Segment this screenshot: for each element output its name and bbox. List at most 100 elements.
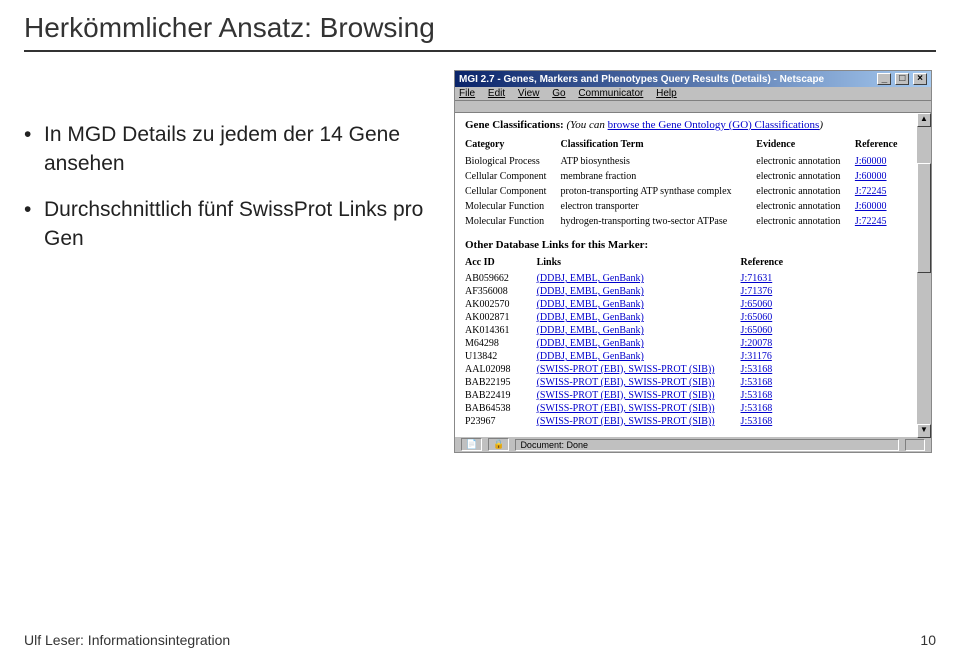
scroll-up-button[interactable]: ▲ [917,113,931,127]
browser-window: MGI 2.7 - Genes, Markers and Phenotypes … [454,70,932,453]
window-title: MGI 2.7 - Genes, Markers and Phenotypes … [459,74,824,85]
acc-id: BAB64538 [465,402,537,415]
menu-go[interactable]: Go [552,88,565,99]
menu-help[interactable]: Help [656,88,677,99]
reference-link[interactable]: J:72245 [855,216,887,227]
go-term: proton-transporting ATP synthase complex [561,184,757,199]
menu-file[interactable]: File [459,88,475,99]
table-row: Cellular Componentmembrane fractionelect… [465,169,907,184]
acc-id: AK014361 [465,324,537,337]
link-reference: J:53168 [741,376,810,389]
link-reference: J:65060 [741,324,810,337]
table-row: BAB64538(SWISS-PROT (EBI), SWISS-PROT (S… [465,402,809,415]
db-links-table: Acc ID Links Reference AB059662(DDBJ, EM… [465,255,809,428]
reference-link[interactable]: J:65060 [741,299,773,310]
footer-left: Ulf Leser: Informationsintegration [24,632,230,648]
db-link[interactable]: (SWISS-PROT (EBI), SWISS-PROT (SIB)) [537,364,715,375]
acc-id: AB059662 [465,272,537,285]
reference-link[interactable]: J:65060 [741,325,773,336]
acc-id: P23967 [465,415,537,428]
db-links: (SWISS-PROT (EBI), SWISS-PROT (SIB)) [537,363,741,376]
window-titlebar: MGI 2.7 - Genes, Markers and Phenotypes … [455,71,931,87]
menu-edit[interactable]: Edit [488,88,505,99]
db-link[interactable]: (DDBJ, EMBL, GenBank) [537,286,644,297]
reference-link[interactable]: J:20078 [741,338,773,349]
db-links: (DDBJ, EMBL, GenBank) [537,350,741,363]
minimize-button[interactable]: _ [877,73,891,85]
browse-go-link[interactable]: browse the Gene Ontology (GO) Classifica… [608,119,820,131]
db-link[interactable]: (DDBJ, EMBL, GenBank) [537,351,644,362]
menu-view[interactable]: View [518,88,540,99]
db-link[interactable]: (DDBJ, EMBL, GenBank) [537,273,644,284]
intro-bold: Gene Classifications: [465,119,564,131]
reference-link[interactable]: J:60000 [855,171,887,182]
reference-link[interactable]: J:71631 [741,273,773,284]
go-category: Cellular Component [465,184,561,199]
go-term: ATP biosynthesis [561,154,757,169]
db-link[interactable]: (DDBJ, EMBL, GenBank) [537,299,644,310]
reference-link[interactable]: J:71376 [741,286,773,297]
go-category: Biological Process [465,154,561,169]
db-link[interactable]: (SWISS-PROT (EBI), SWISS-PROT (SIB)) [537,416,715,427]
db-links: (DDBJ, EMBL, GenBank) [537,324,741,337]
link-reference: J:65060 [741,311,810,324]
go-reference: J:60000 [855,169,907,184]
slide-title: Herkömmlicher Ansatz: Browsing [0,0,960,50]
go-evidence: electronic annotation [756,199,855,214]
reference-link[interactable]: J:53168 [741,390,773,401]
db-link[interactable]: (SWISS-PROT (EBI), SWISS-PROT (SIB)) [537,403,715,414]
vertical-scrollbar[interactable]: ▲ ▼ [917,113,931,438]
maximize-button[interactable]: □ [895,73,909,85]
intro-italic: (You can [566,119,607,131]
db-links: (SWISS-PROT (EBI), SWISS-PROT (SIB)) [537,402,741,415]
acc-id: AAL02098 [465,363,537,376]
db-links: (DDBJ, EMBL, GenBank) [537,298,741,311]
table-row: Cellular Componentproton-transporting AT… [465,184,907,199]
go-header-term: Classification Term [561,137,757,154]
acc-id: BAB22195 [465,376,537,389]
reference-link[interactable]: J:60000 [855,156,887,167]
link-reference: J:71376 [741,285,810,298]
reference-link[interactable]: J:53168 [741,364,773,375]
links-header-links: Links [537,255,741,272]
scroll-down-button[interactable]: ▼ [917,424,931,438]
reference-link[interactable]: J:31176 [741,351,772,362]
reference-link[interactable]: J:53168 [741,403,773,414]
reference-link[interactable]: J:65060 [741,312,773,323]
acc-id: AK002570 [465,298,537,311]
db-link[interactable]: (DDBJ, EMBL, GenBank) [537,338,644,349]
go-term: hydrogen-transporting two-sector ATPase [561,214,757,229]
go-category: Molecular Function [465,214,561,229]
go-header-reference: Reference [855,137,907,154]
statusbar: 📄 🔒 Document: Done [455,436,931,452]
link-reference: J:65060 [741,298,810,311]
go-reference: J:60000 [855,199,907,214]
link-reference: J:71631 [741,272,810,285]
go-reference: J:72245 [855,184,907,199]
table-row: BAB22195(SWISS-PROT (EBI), SWISS-PROT (S… [465,376,809,389]
status-text: Document: Done [515,439,899,451]
db-link[interactable]: (DDBJ, EMBL, GenBank) [537,325,644,336]
link-reference: J:31176 [741,350,810,363]
acc-id: M64298 [465,337,537,350]
go-header-evidence: Evidence [756,137,855,154]
toolbar [455,101,931,113]
db-link[interactable]: (DDBJ, EMBL, GenBank) [537,312,644,323]
link-reference: J:20078 [741,337,810,350]
table-row: M64298(DDBJ, EMBL, GenBank) J:20078 [465,337,809,350]
db-links: (SWISS-PROT (EBI), SWISS-PROT (SIB)) [537,415,741,428]
acc-id: BAB22419 [465,389,537,402]
db-link[interactable]: (SWISS-PROT (EBI), SWISS-PROT (SIB)) [537,377,715,388]
reference-link[interactable]: J:53168 [741,377,773,388]
close-button[interactable]: × [913,73,927,85]
db-link[interactable]: (SWISS-PROT (EBI), SWISS-PROT (SIB)) [537,390,715,401]
table-row: AB059662(DDBJ, EMBL, GenBank) J:71631 [465,272,809,285]
reference-link[interactable]: J:53168 [741,416,773,427]
bullet-item: Durchschnittlich fünf SwissProt Links pr… [24,195,454,254]
reference-link[interactable]: J:60000 [855,201,887,212]
scroll-thumb[interactable] [917,163,931,273]
db-links: (DDBJ, EMBL, GenBank) [537,285,741,298]
menu-communicator[interactable]: Communicator [578,88,643,99]
reference-link[interactable]: J:72245 [855,186,887,197]
links-header-ref: Reference [741,255,810,272]
